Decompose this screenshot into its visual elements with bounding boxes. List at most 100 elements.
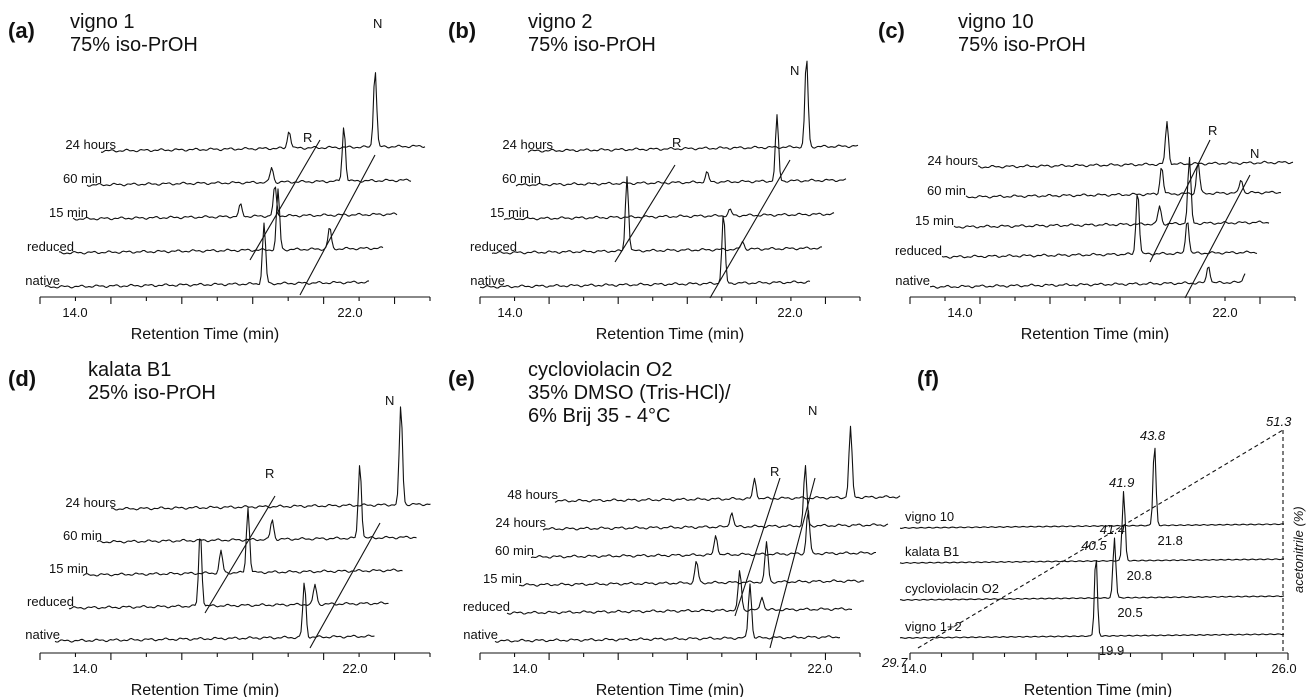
chromatogram-trace	[69, 538, 389, 610]
trace-label: reduced	[895, 243, 942, 258]
trace-label: vigno 10	[905, 509, 954, 524]
acetonitrile-end-label: 51.3	[1266, 414, 1292, 429]
peak-label-R: R	[672, 135, 681, 150]
chromatogram-trace	[44, 222, 370, 289]
trace-label: vigno 1+2	[905, 619, 962, 634]
panel-a: (a) vigno 175% iso-PrOH 14.0 22.0 Retention …	[8, 11, 431, 343]
trace-label: 15 min	[49, 561, 88, 576]
chromatogram-trace	[58, 188, 384, 255]
trace-label: 24 hours	[927, 153, 978, 168]
panel-title-line: kalata B1	[88, 359, 171, 381]
chromatogram-trace	[899, 490, 1285, 564]
trace-label: 24 hours	[502, 137, 553, 152]
chromatogram-trace	[86, 127, 412, 187]
x-tick-label: 22.0	[342, 661, 367, 676]
panel-title-line: 35% DMSO (Tris-HCl)/	[528, 382, 731, 404]
acetonitrile-start-label: 29.7	[881, 655, 908, 670]
panel-title-line: vigno 2	[528, 11, 593, 33]
chromatogram-trace	[96, 465, 417, 544]
trace-label: kalata B1	[905, 544, 959, 559]
panel-title-line: cycloviolacin O2	[528, 359, 673, 381]
trace-label: 24 hours	[495, 515, 546, 530]
reduced-guide-line	[249, 139, 321, 261]
trace-label: 60 min	[495, 543, 534, 558]
native-guide-line	[299, 154, 376, 296]
trace-label: 15 min	[490, 205, 529, 220]
x-tick-label: 14.0	[497, 305, 522, 320]
chromatogram-trace	[965, 162, 1282, 199]
panel-f: (f) 14.0 26.0 Retention Time (min) vigno 1+2…	[881, 366, 1306, 697]
peak-label-R: R	[770, 464, 779, 479]
x-axis-label: Retention Time (min)	[131, 682, 280, 697]
trace-label: 24 hours	[65, 137, 116, 152]
panel-label: (e)	[448, 366, 475, 391]
panel-title-line: vigno 1	[70, 11, 135, 33]
trace-label: 60 min	[63, 171, 102, 186]
chromatogram-trace	[491, 176, 822, 255]
panel-title-line: 75% iso-PrOH	[528, 34, 656, 56]
x-tick-label: 14.0	[72, 661, 97, 676]
peak-label-N: N	[790, 63, 799, 78]
chromatogram-trace	[506, 570, 853, 615]
x-tick-label: 26.0	[1271, 661, 1296, 676]
native-guide-line	[309, 522, 381, 649]
native-guide-line	[1184, 174, 1251, 299]
native-guide-line	[769, 477, 816, 649]
panel-title-line: 6% Brij 35 - 4°C	[528, 405, 671, 427]
panel-b: (b) vigno 275% iso-PrOH 14.0 22.0 Retention …	[448, 11, 861, 343]
x-tick-label: 14.0	[512, 661, 537, 676]
x-tick-label: 22.0	[1212, 305, 1237, 320]
chromatogram-trace	[899, 559, 1285, 639]
chromatogram-trace	[110, 406, 431, 511]
peak-label-N: N	[1250, 146, 1259, 161]
trace-label: 15 min	[483, 571, 522, 586]
trace-label: native	[25, 627, 60, 642]
x-axis-label: Retention Time (min)	[1021, 326, 1170, 343]
chromatogram-trace	[479, 215, 811, 289]
acetonitrile-axis-label: acetonitrile (%)	[1291, 506, 1306, 593]
chromatogram-trace	[530, 510, 876, 559]
trace-label: 60 min	[502, 171, 541, 186]
chromatogram-trace	[977, 121, 1294, 169]
chromatogram-trace	[953, 156, 1270, 229]
trace-label: 60 min	[927, 183, 966, 198]
peak-label-N: N	[808, 403, 817, 418]
x-tick-label: 22.0	[777, 305, 802, 320]
panel-title-line: 25% iso-PrOH	[88, 382, 216, 404]
panel-label: (f)	[917, 366, 939, 391]
x-tick-label: 22.0	[807, 661, 832, 676]
trace-label: 60 min	[63, 528, 102, 543]
peak-label-R: R	[303, 130, 312, 145]
chromatogram-trace	[515, 114, 847, 187]
panel-label: (a)	[8, 18, 35, 43]
chromatogram-trace	[899, 447, 1285, 529]
x-axis-label: Retention Time (min)	[596, 682, 745, 697]
retention-time-label: 20.5	[1117, 605, 1142, 620]
trace-label: reduced	[463, 599, 510, 614]
chromatogram-trace	[899, 537, 1285, 601]
chromatogram-trace	[100, 72, 426, 153]
trace-label: 15 min	[49, 205, 88, 220]
x-tick-label: 22.0	[337, 305, 362, 320]
trace-label: native	[463, 627, 498, 642]
acetonitrile-gradient-line	[917, 429, 1284, 649]
x-tick-label: 14.0	[62, 305, 87, 320]
trace-label: 15 min	[915, 213, 954, 228]
x-axis-label: Retention Time (min)	[1024, 682, 1173, 697]
x-tick-label: 14.0	[901, 661, 926, 676]
trace-label: reduced	[470, 239, 517, 254]
trace-label: native	[470, 273, 505, 288]
chromatogram-trace	[54, 582, 375, 643]
acetonitrile-percent-label: 40.5	[1081, 538, 1107, 553]
chromatogram-trace	[503, 208, 835, 221]
panel-label: (d)	[8, 366, 36, 391]
chromatogram-trace	[554, 425, 901, 503]
chromatogram-trace	[82, 507, 403, 577]
reduced-guide-line	[1149, 139, 1211, 263]
acetonitrile-percent-label: 41.9	[1109, 475, 1134, 490]
acetonitrile-percent-label: 43.8	[1140, 428, 1166, 443]
